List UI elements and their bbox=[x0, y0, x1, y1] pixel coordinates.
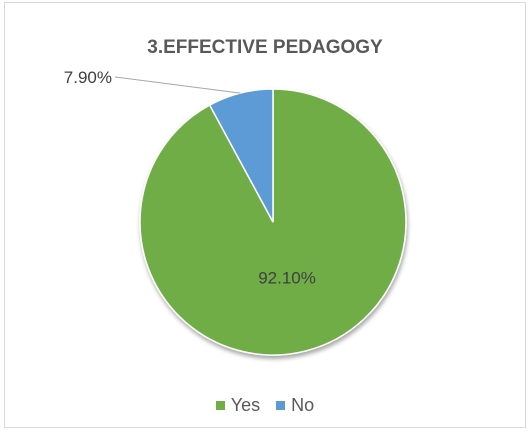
chart-area: 3.EFFECTIVE PEDAGOGY 92.10% 7.90% Yes No bbox=[4, 2, 526, 428]
legend-item-yes: Yes bbox=[215, 395, 261, 416]
data-label-yes: 92.10% bbox=[258, 268, 316, 287]
leader-line-no bbox=[114, 76, 241, 94]
legend-label-yes: Yes bbox=[230, 395, 261, 415]
legend-item-no: No bbox=[276, 395, 314, 416]
legend-label-no: No bbox=[291, 395, 315, 415]
legend-swatch-no bbox=[276, 401, 286, 410]
chart-title: 3.EFFECTIVE PEDAGOGY bbox=[147, 37, 383, 58]
data-label-no: 7.90% bbox=[64, 68, 112, 87]
legend-swatch-yes bbox=[215, 401, 225, 410]
legend: Yes No bbox=[5, 395, 525, 416]
pie-chart: 92.10% 7.90% bbox=[64, 68, 407, 356]
pie-slice-no bbox=[208, 88, 274, 223]
